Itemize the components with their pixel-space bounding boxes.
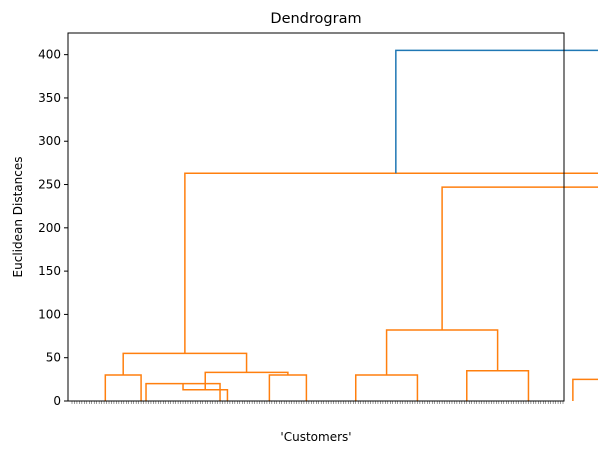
dendrogram-link-orange (268, 374, 308, 401)
dendrogram-link-orange (385, 329, 499, 376)
y-tick-label: 100 (38, 307, 61, 321)
y-axis: 0 50 100 150 200 250 300 350 400 (38, 48, 68, 408)
chart-title: Dendrogram (270, 11, 361, 27)
plot-frame (67, 32, 565, 402)
y-tick-label: 150 (38, 264, 61, 278)
dendrogram-link-orange (572, 378, 598, 401)
y-tick-label: 350 (38, 91, 61, 105)
x-axis-leaf-ticks (71, 401, 564, 404)
dendrogram-link-orange (145, 382, 221, 401)
dendrogram-link-orange (441, 186, 598, 330)
y-tick-label: 400 (38, 48, 61, 62)
dendrogram-link-orange (104, 374, 142, 401)
y-tick-label: 200 (38, 221, 61, 235)
dendrogram-link-blue (395, 49, 598, 174)
y-tick-label: 300 (38, 134, 61, 148)
dendrogram-link-orange (204, 371, 289, 390)
plot-area (104, 49, 598, 401)
dendrogram-link-orange (182, 383, 229, 401)
y-tick-label: 50 (46, 351, 61, 365)
y-axis-label: Euclidean Distances (11, 157, 25, 278)
y-tick-label: 250 (38, 178, 61, 192)
x-axis-label: 'Customers' (280, 430, 351, 444)
y-tick-label: 0 (53, 394, 61, 408)
dendrogram-link-orange (184, 172, 598, 354)
dendrogram-link-orange (354, 374, 419, 401)
dendrogram-link-orange (466, 369, 530, 401)
